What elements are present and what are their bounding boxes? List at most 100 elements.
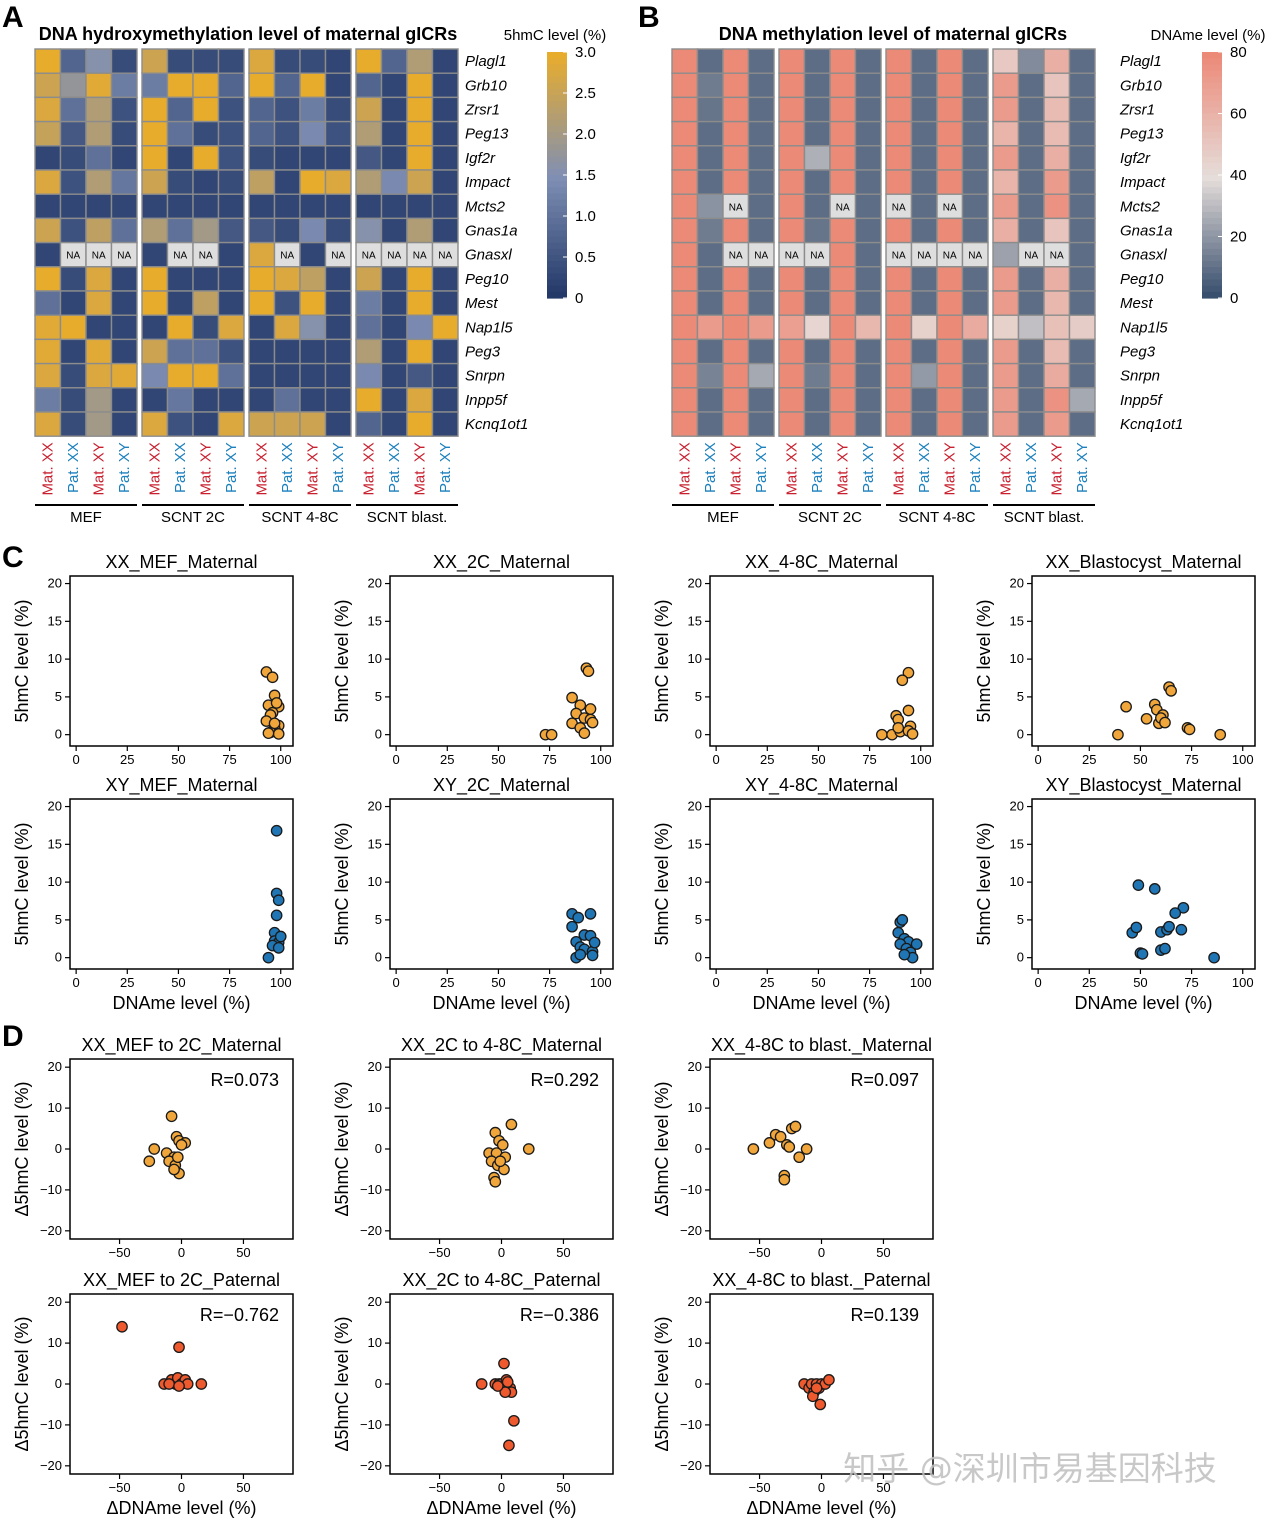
heatmap-cell <box>85 145 113 171</box>
gene-label: Kcnq1ot1 <box>1120 416 1183 433</box>
data-point <box>272 894 285 907</box>
heatmap-cell <box>166 290 194 316</box>
heatmap-cell <box>406 72 434 99</box>
data-point <box>800 1143 813 1155</box>
heatmap-cell <box>910 290 938 316</box>
gene-label: Grb10 <box>1120 77 1162 94</box>
heatmap-cell <box>778 411 806 437</box>
heatmap-cell <box>696 120 724 147</box>
heatmap-cell <box>854 120 882 147</box>
y-tick-label: 20 <box>1010 576 1024 591</box>
y-tick-label: 5 <box>375 912 382 927</box>
heatmap-cell <box>854 48 882 74</box>
column-label: Mat. XX <box>40 442 57 495</box>
y-tick-label: 20 <box>688 576 702 591</box>
legend-gradient-step <box>1202 248 1222 256</box>
heatmap-cell <box>696 193 724 220</box>
heatmap-cell <box>671 145 699 171</box>
heatmap-cell <box>992 314 1020 341</box>
heatmap-cell <box>992 338 1020 365</box>
x-tick-label: 100 <box>910 975 932 990</box>
legend-gradient-step <box>1202 175 1222 182</box>
heatmap-cell <box>431 387 459 413</box>
heatmap-cell <box>273 411 301 437</box>
heatmap-cell <box>248 241 276 268</box>
heatmap-cell <box>166 96 194 123</box>
column-label: Mat. XY <box>91 442 108 495</box>
legend-gradient-step <box>1202 70 1222 78</box>
heatmap-cell <box>1068 96 1096 123</box>
heatmap-cell <box>59 193 87 220</box>
gene-label: Snrpn <box>465 368 505 385</box>
heatmap-cell <box>355 96 383 123</box>
x-tick-label: 0 <box>498 1480 505 1495</box>
data-point <box>1112 728 1124 741</box>
data-point <box>272 728 285 740</box>
scatter-plot-5: XY_2C_Maternal 0 25 50 75 100 0 5 10 15 20 DNAme le… <box>332 775 614 1013</box>
heatmap-cell <box>34 193 62 220</box>
heatmap-cell <box>299 72 327 99</box>
y-axis-label: 5hmC level (%) <box>652 599 672 722</box>
gene-label: Mcts2 <box>1120 198 1161 215</box>
heatmap-cell <box>324 314 352 341</box>
heatmap-cell <box>273 387 301 413</box>
data-point <box>489 1175 502 1188</box>
heatmap-cell <box>248 338 276 365</box>
heatmap-cell <box>961 266 989 292</box>
heatmap-cell <box>431 314 459 341</box>
scatter-plot-3: XX_Blastocyst_Maternal 0 25 50 75 100 0 5 10 15 20… <box>974 552 1256 767</box>
heatmap-cell <box>1043 48 1071 74</box>
gene-label: Mest <box>1120 295 1153 312</box>
heatmap-cell <box>885 241 913 268</box>
heatmap-cell <box>747 290 775 316</box>
heatmap-cell <box>406 96 434 123</box>
heatmap-cell <box>722 338 750 365</box>
column-label: Pat. XX <box>65 442 82 493</box>
y-axis-label: Δ5hmC level (%) <box>652 1081 672 1216</box>
y-tick-label: 5 <box>55 912 62 927</box>
legend-gradient-step <box>1202 119 1222 127</box>
gene-label: Peg10 <box>1120 271 1164 288</box>
heatmap-cell <box>671 387 699 413</box>
heatmap-cell <box>217 387 245 413</box>
heatmap-cell <box>1043 290 1071 316</box>
y-tick-label: 0 <box>695 1141 702 1156</box>
column-label: Pat. XX <box>172 442 189 493</box>
heatmap-cell <box>778 96 806 123</box>
column-label: Mat. XY <box>198 442 215 495</box>
heatmap-cell <box>192 314 220 341</box>
gene-label: Peg13 <box>465 126 509 143</box>
heatmap-cell <box>85 411 113 437</box>
heatmap-cell <box>192 338 220 365</box>
heatmap-cell <box>217 48 245 74</box>
legend-gradient-step <box>547 242 567 250</box>
heatmap-cell <box>166 145 194 171</box>
heatmap-cell <box>406 266 434 292</box>
y-tick-label: 10 <box>48 651 62 666</box>
heatmap-cell <box>406 120 434 147</box>
x-tick-label: 0 <box>713 752 720 767</box>
data-point <box>810 1382 823 1394</box>
heatmap-cell <box>355 48 383 74</box>
heatmap-cell <box>910 48 938 74</box>
x-tick-label: 50 <box>811 975 825 990</box>
heatmap-cell <box>696 290 724 316</box>
legend-gradient-step <box>1202 224 1222 231</box>
group-name: SCNT 4-8C <box>898 509 975 526</box>
data-point <box>173 1341 185 1354</box>
legend-gradient-step <box>547 199 567 207</box>
na-label: NA <box>1024 251 1038 262</box>
heatmap-cell <box>299 217 327 244</box>
y-tick-label: 0 <box>55 727 62 742</box>
heatmap-cell <box>778 72 806 99</box>
legend-gradient-step <box>547 218 567 225</box>
heatmap-cell <box>324 411 352 437</box>
heatmap-cell <box>34 169 62 195</box>
column-label: Mat. XY <box>835 442 852 495</box>
heatmap-cell <box>1017 120 1045 147</box>
data-point <box>823 1374 835 1386</box>
legend-gradient-step <box>547 101 567 108</box>
y-tick-label: 20 <box>48 799 62 814</box>
legend-gradient-step <box>1202 230 1222 238</box>
y-tick-label: 0 <box>55 1141 62 1156</box>
